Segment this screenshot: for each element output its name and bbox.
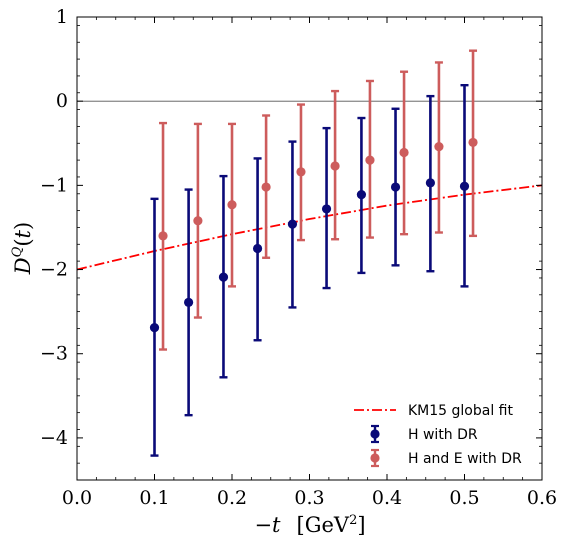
y-tick-label: −2 bbox=[40, 259, 68, 281]
data-point bbox=[262, 182, 271, 191]
y-tick-label: 0 bbox=[56, 90, 68, 112]
data-point bbox=[253, 244, 262, 253]
axes: 0.0 0.1 0.2 0.3 0.4 0.5 0.6 1 0 −1 −2 −3 −4 bbox=[40, 6, 557, 509]
legend-item: H and E with DR bbox=[370, 450, 522, 467]
data-point bbox=[399, 148, 408, 157]
legend-swatch-marker bbox=[370, 429, 379, 438]
legend-item: H with DR bbox=[370, 426, 478, 443]
data-point bbox=[426, 178, 435, 187]
y-tick-label: −3 bbox=[40, 343, 68, 365]
data-point bbox=[184, 298, 193, 307]
x-tick-label: 0.3 bbox=[294, 487, 324, 509]
legend: KM15 global fit H with DR H and E with DR bbox=[354, 403, 522, 467]
x-tick-label: 0.5 bbox=[449, 487, 479, 509]
data-point bbox=[468, 138, 477, 147]
legend-label: H with DR bbox=[408, 427, 478, 443]
data-point bbox=[330, 161, 339, 170]
y-axis-title: DQ(t) bbox=[10, 222, 35, 275]
y-tick-label: −4 bbox=[40, 427, 68, 449]
data-point bbox=[288, 219, 297, 228]
x-tick-label: 0.2 bbox=[217, 487, 247, 509]
data-point bbox=[365, 156, 374, 165]
data-point bbox=[391, 182, 400, 191]
y-tick-label: 1 bbox=[56, 6, 68, 28]
plot-area bbox=[77, 51, 542, 456]
legend-swatch-marker bbox=[370, 453, 379, 462]
x-tick-label: 0.4 bbox=[372, 487, 402, 509]
x-tick-label: 0.6 bbox=[527, 487, 557, 509]
data-point bbox=[193, 216, 202, 225]
legend-label: H and E with DR bbox=[408, 451, 522, 467]
y-tick-label: −1 bbox=[40, 174, 68, 196]
data-point bbox=[227, 200, 236, 209]
data-point bbox=[434, 142, 443, 151]
data-point bbox=[357, 190, 366, 199]
legend-label: KM15 global fit bbox=[408, 403, 513, 419]
data-point bbox=[460, 182, 469, 191]
data-point bbox=[219, 273, 228, 282]
x-tick-label: 0.0 bbox=[62, 487, 92, 509]
legend-item: KM15 global fit bbox=[354, 403, 513, 419]
data-point bbox=[158, 231, 167, 240]
data-point bbox=[322, 204, 331, 213]
x-tick-label: 0.1 bbox=[139, 487, 169, 509]
data-point bbox=[150, 323, 159, 332]
data-point bbox=[296, 167, 305, 176]
x-axis-title: −t [GeV2] bbox=[254, 513, 365, 537]
